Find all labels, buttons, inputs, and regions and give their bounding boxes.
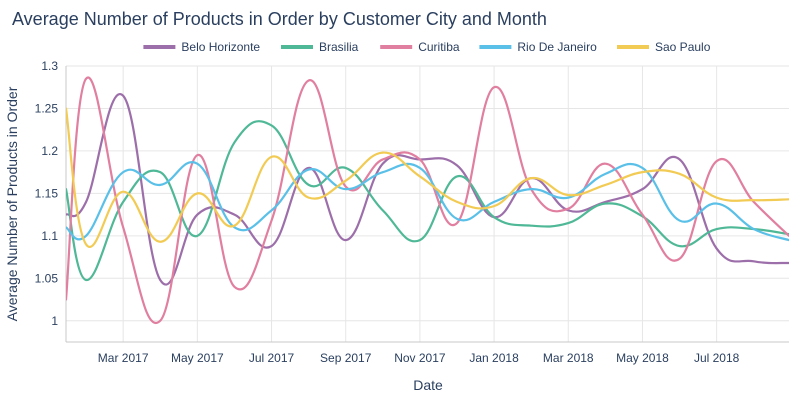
series-line-rio-de-janeiro (66, 160, 789, 242)
legend-item-belo-horizonte[interactable]: Belo Horizonte (143, 40, 260, 54)
legend-item-rio-de-janeiro[interactable]: Rio De Janeiro (479, 40, 597, 54)
series-lines (66, 76, 789, 324)
series-line-sao-paulo (66, 107, 789, 248)
legend-label: Rio De Janeiro (517, 40, 597, 54)
series-line-curitiba (66, 76, 789, 324)
x-tick-label: Sep 2017 (320, 351, 372, 365)
y-tick-label: 1.1 (41, 229, 58, 243)
x-tick-label: Mar 2018 (543, 351, 594, 365)
x-tick-label: May 2017 (171, 351, 224, 365)
x-tick-label: Jul 2017 (249, 351, 295, 365)
x-gridlines (122, 66, 718, 342)
legend-label: Brasilia (319, 40, 359, 54)
x-tick-label: Nov 2017 (394, 351, 446, 365)
y-tick-labels: 1 1.05 1.1 1.15 1.2 1.25 1.3 (35, 59, 59, 328)
chart-title: Average Number of Products in Order by C… (12, 9, 547, 29)
y-tick-label: 1 (51, 314, 58, 328)
series-line-belo-horizonte (66, 92, 789, 286)
legend-label: Sao Paulo (655, 40, 711, 54)
x-tick-label: Jul 2018 (694, 351, 740, 365)
y-tick-label: 1.25 (35, 101, 59, 115)
legend-item-sao-paulo[interactable]: Sao Paulo (617, 40, 711, 54)
legend-item-curitiba[interactable]: Curitiba (380, 40, 460, 54)
x-tick-label: Jan 2018 (469, 351, 519, 365)
legend-label: Belo Horizonte (181, 40, 260, 54)
legend-item-brasilia[interactable]: Brasilia (281, 40, 359, 54)
y-tick-label: 1.3 (41, 59, 58, 73)
x-axis-title: Date (413, 377, 443, 393)
legend[interactable]: Belo Horizonte Brasilia Curitiba Rio De Jan… (143, 40, 711, 54)
legend-label: Curitiba (418, 40, 460, 54)
y-axis-title: Average Number of Products in Order (4, 86, 20, 321)
y-gridlines (66, 65, 789, 322)
x-tick-label: May 2018 (616, 351, 669, 365)
y-tick-label: 1.2 (41, 144, 58, 158)
y-tick-label: 1.05 (35, 271, 59, 285)
y-tick-label: 1.15 (35, 186, 59, 200)
series-line-brasilia (66, 120, 789, 282)
x-tick-labels: Mar 2017 May 2017 Jul 2017 Sep 2017 Nov 2017… (98, 351, 740, 365)
x-tick-label: Mar 2017 (98, 351, 149, 365)
